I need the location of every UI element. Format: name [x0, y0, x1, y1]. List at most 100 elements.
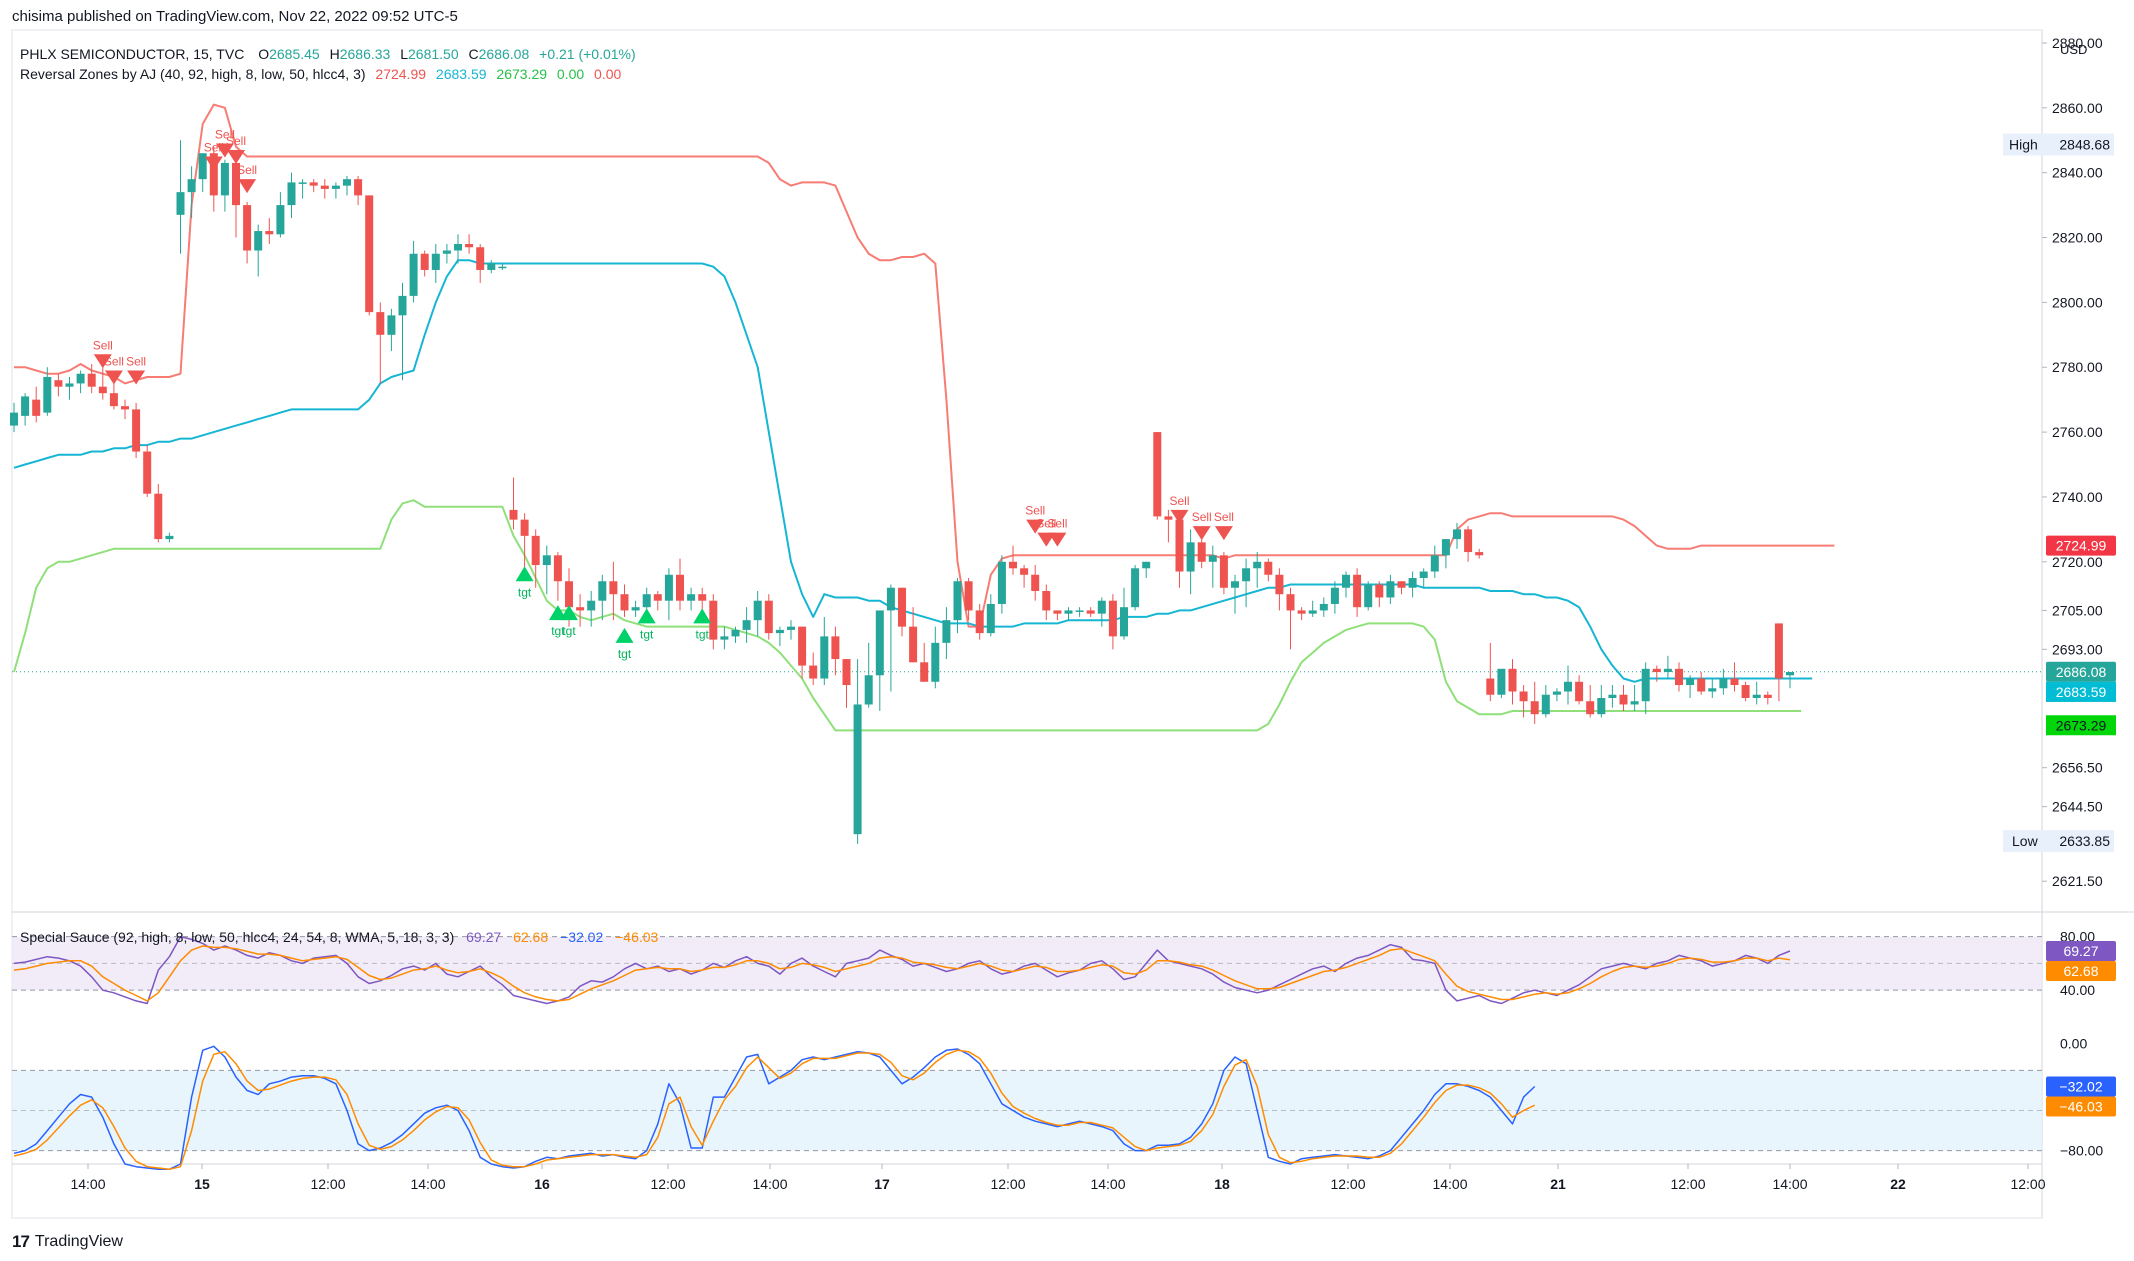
candle-body — [387, 315, 396, 335]
candle-body — [898, 587, 906, 627]
candle-body — [276, 205, 285, 235]
low-label: Low — [2012, 833, 2039, 849]
osc-tag-4: −46.03 — [2059, 1098, 2102, 1114]
osc-lower-band-fill — [12, 1070, 2042, 1151]
indicator-title[interactable]: Reversal Zones by AJ (40, 92, high, 8, l… — [20, 66, 366, 82]
candle-body — [1708, 688, 1717, 692]
candle-body — [1053, 610, 1062, 614]
symbol-title[interactable]: PHLX SEMICONDUCTOR, 15, TVC — [20, 46, 245, 62]
candle-body — [209, 153, 218, 196]
candle-body — [476, 247, 485, 270]
candle-body — [409, 253, 418, 296]
y-tick-label: 2705.00 — [2052, 602, 2103, 618]
x-tick-label: 17 — [874, 1176, 890, 1192]
high-label-bg — [2003, 133, 2114, 156]
sell-signal-label: Sell — [1169, 494, 1189, 508]
upper-band-line — [14, 103, 1835, 628]
candle-body — [775, 629, 784, 634]
candle-body — [820, 636, 829, 679]
x-tick-label: 14:00 — [1432, 1176, 1467, 1192]
indicator-value-mid: 2683.59 — [435, 66, 487, 82]
x-tick-label: 15 — [194, 1176, 210, 1192]
oscillator-legend: Special Sauce (92, high, 8, low, 50, hlc… — [20, 929, 658, 945]
currency-label[interactable]: USD — [2060, 42, 2088, 57]
candle-body — [176, 192, 185, 215]
indicator-value-4: 0.00 — [556, 66, 585, 82]
candle-body — [953, 581, 962, 621]
sell-signal-label: Sell — [126, 354, 146, 368]
candle-body — [1719, 678, 1728, 689]
sell-signal-icon — [1214, 526, 1233, 541]
candle-body — [1064, 610, 1073, 614]
lower-price-tag-bg — [2046, 715, 2116, 736]
candle-body — [1597, 697, 1606, 715]
osc-tag-3: −32.02 — [2059, 1078, 2102, 1094]
candle-body — [997, 561, 1006, 604]
sell-signal-label: Sell — [1192, 510, 1212, 524]
low-value: 2633.85 — [2059, 833, 2110, 849]
candle-body — [687, 594, 696, 601]
candle-body — [365, 195, 374, 313]
brand-name: TradingView — [34, 1233, 123, 1250]
candle-body — [1097, 600, 1106, 614]
candle-body — [454, 244, 462, 251]
sell-signal-label: Sell — [1025, 504, 1045, 518]
candle-body — [1486, 678, 1495, 695]
candle-body — [764, 600, 773, 634]
x-tick-label: 22 — [1890, 1176, 1906, 1192]
target-signal-label: tgt — [696, 627, 710, 641]
last-price-tag: 2686.08 — [2056, 664, 2107, 680]
candle-body — [298, 182, 307, 184]
candle-body — [1297, 610, 1306, 614]
candle-body — [1108, 600, 1117, 637]
osc-value-4: −46.03 — [615, 929, 659, 945]
candle-body — [1508, 668, 1517, 692]
candle-body — [243, 205, 252, 251]
y-tick-label: 2780.00 — [2052, 359, 2103, 375]
candle-body — [1552, 691, 1561, 695]
tradingview-brand[interactable]: 17 TradingView — [12, 1232, 123, 1252]
candle-body — [565, 581, 573, 608]
sell-signal-label: Sell — [1036, 517, 1056, 531]
candle-body — [1763, 694, 1772, 698]
low-label-bg — [2003, 830, 2114, 853]
sell-signal-icon — [204, 156, 223, 171]
ohlc-high: H2686.33 — [329, 46, 391, 62]
indicator-value-5: 0.00 — [594, 66, 622, 82]
candle-body — [143, 451, 152, 494]
sell-signal-icon — [1026, 519, 1045, 534]
x-tick-label: 12:00 — [650, 1176, 685, 1192]
candle-body — [498, 266, 507, 269]
x-tick-label: 14:00 — [752, 1176, 787, 1192]
candle-body — [43, 376, 52, 413]
target-signal-label: tgt — [640, 627, 654, 641]
y-tick-label: 2760.00 — [2052, 424, 2103, 440]
oscillator-title[interactable]: Special Sauce (92, high, 8, low, 50, hlc… — [20, 929, 455, 945]
candle-body — [1031, 574, 1040, 591]
candle-body — [1408, 578, 1417, 588]
candle-body — [1308, 610, 1317, 614]
candle-body — [931, 642, 940, 682]
candle-body — [1353, 574, 1362, 608]
candle-body — [1164, 516, 1173, 520]
candle-body — [1497, 668, 1506, 695]
candle-body — [1364, 584, 1373, 608]
candle-body — [1453, 529, 1461, 540]
candle-body — [1009, 561, 1017, 569]
main-legend: PHLX SEMICONDUCTOR, 15, TVC O2685.45 H26… — [20, 44, 636, 84]
target-signal-icon — [560, 605, 578, 621]
candle-body — [1342, 574, 1350, 588]
osc-y-tick-label: −80.00 — [2060, 1143, 2103, 1159]
lower-band-line — [13, 499, 1802, 732]
candle-body — [1042, 590, 1051, 611]
y-tick-label: 2800.00 — [2052, 294, 2103, 310]
target-signal-label: tgt — [518, 585, 532, 599]
candle-body — [1686, 678, 1695, 686]
candle-body — [320, 185, 329, 189]
sell-signal-icon — [1170, 509, 1189, 524]
candle-body — [154, 493, 163, 540]
candle-body — [287, 182, 296, 206]
candle-body — [553, 555, 562, 582]
candle-body — [1430, 555, 1439, 572]
